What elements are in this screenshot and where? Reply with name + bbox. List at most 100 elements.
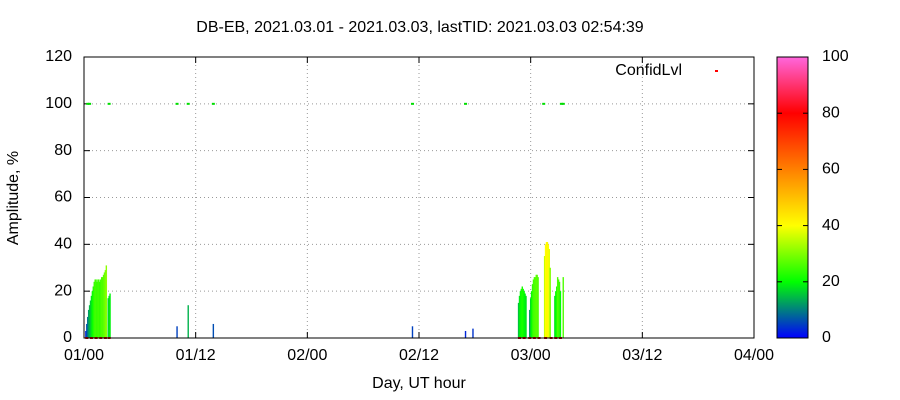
impulse [521, 286, 523, 338]
impulse [89, 300, 92, 338]
impulse [100, 277, 103, 338]
impulse [530, 291, 533, 338]
impulse [176, 326, 178, 338]
impulse [105, 265, 108, 338]
impulse [523, 291, 525, 338]
y-tick-label: 80 [54, 142, 72, 159]
colorbar-tick-label: 100 [822, 48, 849, 65]
impulse [533, 277, 536, 338]
impulse [99, 281, 101, 338]
impulse [93, 281, 95, 338]
impulse [536, 274, 538, 338]
confidence-point [211, 102, 215, 105]
colorbar-tick-label: 60 [822, 161, 840, 178]
y-tick-label: 20 [54, 282, 72, 299]
impulse [529, 298, 532, 338]
impulse [517, 302, 520, 338]
confidence-point [107, 102, 111, 105]
impulse [554, 295, 556, 338]
y-tick-label: 40 [54, 236, 72, 253]
impulse [212, 323, 215, 338]
impulse [90, 295, 93, 338]
impulse [464, 330, 467, 338]
colorbar-tick-label: 40 [822, 217, 840, 234]
impulse [543, 256, 546, 338]
impulse [524, 293, 526, 338]
impulse [562, 277, 564, 338]
x-tick-label: 01/12 [176, 347, 216, 364]
impulse [535, 274, 537, 338]
impulse [529, 309, 531, 338]
y-tick-label: 120 [45, 48, 72, 65]
x-axis-label: Day, UT hour [372, 375, 466, 392]
impulse [92, 286, 95, 338]
impulse [532, 279, 535, 338]
impulse [87, 316, 89, 338]
impulse [411, 326, 414, 338]
impulse [525, 295, 527, 338]
impulse [518, 295, 521, 338]
impulse [537, 277, 539, 338]
confidence-point [561, 102, 565, 105]
impulse [86, 323, 88, 338]
impulse [100, 279, 102, 338]
confidence-point [559, 102, 563, 105]
confidence-point [410, 102, 414, 105]
impulse [94, 279, 96, 338]
colorbar-tick-label: 80 [822, 104, 840, 121]
impulse [545, 241, 548, 338]
impulse [559, 291, 562, 338]
confidence-point [88, 102, 92, 105]
y-tick-label: 100 [45, 95, 72, 112]
impulse [548, 249, 550, 338]
impulse [558, 281, 561, 338]
y-axis-label: Amplitude, % [5, 151, 22, 245]
impulse [520, 288, 523, 338]
impulse [547, 244, 550, 338]
impulse [97, 279, 99, 338]
confidence-point [464, 102, 468, 105]
impulse [103, 272, 106, 338]
x-tick-label: 02/00 [287, 347, 327, 364]
impulse [102, 274, 105, 338]
legend-label: ConfidLvl [615, 62, 682, 79]
confidence-point [86, 102, 90, 105]
impulse [85, 330, 87, 338]
impulse [519, 291, 522, 338]
impulse [101, 277, 104, 338]
impulse [108, 295, 110, 338]
impulse [546, 241, 549, 338]
impulse [98, 279, 100, 338]
impulse [556, 286, 558, 338]
impulse [95, 279, 97, 338]
x-tick-label: 02/12 [399, 347, 439, 364]
x-tick-label: 03/00 [511, 347, 551, 364]
impulse [96, 281, 98, 338]
colorbar-tick-label: 0 [822, 329, 831, 346]
x-tick-label: 03/12 [622, 347, 662, 364]
y-tick-label: 0 [63, 329, 72, 346]
colorbar [776, 56, 809, 339]
colorbar-tick-label: 20 [822, 273, 840, 290]
impulse [87, 309, 90, 338]
confidence-point [175, 102, 179, 105]
impulse [107, 298, 109, 338]
impulse [522, 288, 524, 338]
impulse [549, 267, 551, 338]
plot-frame [83, 56, 755, 339]
impulse [534, 277, 537, 338]
x-tick-label: 01/00 [64, 347, 104, 364]
impulse [531, 284, 534, 338]
impulse [88, 305, 91, 338]
x-tick-label: 04/00 [734, 347, 774, 364]
impulse [544, 244, 547, 338]
y-tick-label: 60 [54, 189, 72, 206]
impulse [91, 291, 94, 338]
impulse [187, 305, 189, 338]
confidence-point [542, 102, 546, 105]
impulse [555, 291, 557, 338]
chart-title: DB-EB, 2021.03.01 - 2021.03.03, lastTID:… [196, 19, 644, 36]
impulse [556, 277, 559, 338]
impulse [472, 328, 474, 338]
